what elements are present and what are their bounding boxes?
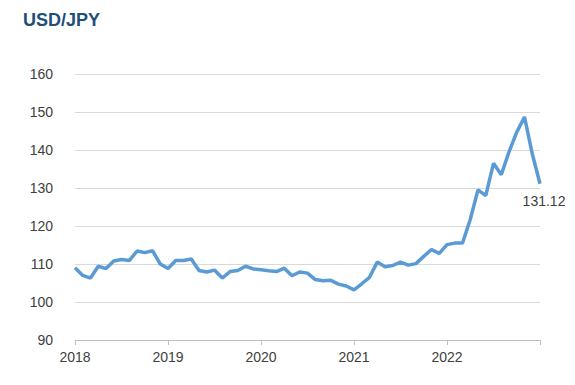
svg-text:160: 160 [30,66,54,82]
svg-text:2020: 2020 [245,349,276,365]
svg-text:131.12: 131.12 [523,193,566,209]
svg-text:100: 100 [30,294,54,310]
svg-text:2019: 2019 [152,349,183,365]
svg-text:150: 150 [30,104,54,120]
svg-text:2018: 2018 [59,349,90,365]
svg-text:130: 130 [30,180,54,196]
svg-text:120: 120 [30,218,54,234]
svg-text:110: 110 [31,256,54,272]
svg-text:2022: 2022 [431,349,462,365]
svg-text:USD/JPY: USD/JPY [23,10,100,30]
svg-text:140: 140 [30,142,54,158]
svg-text:2021: 2021 [338,349,369,365]
svg-text:90: 90 [37,332,53,348]
